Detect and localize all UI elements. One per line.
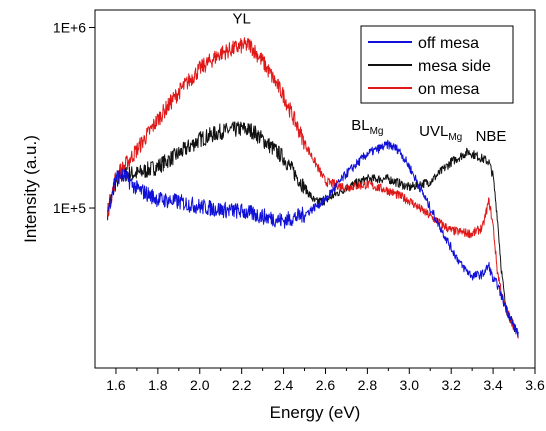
- y-tick-label: 1E+6: [53, 19, 86, 35]
- x-tick-label: 3.2: [441, 377, 461, 393]
- series-line-mesa-side: [107, 121, 519, 334]
- annotation-bl: BLMg: [351, 117, 383, 137]
- series-line-on-mesa: [107, 37, 519, 339]
- series-group: [107, 37, 519, 339]
- legend-label: on mesa: [418, 81, 479, 98]
- annotation-uvl: UVLMg: [419, 123, 462, 143]
- annotation-text: BL: [351, 117, 369, 134]
- x-axis-label: Energy (eV): [270, 403, 361, 422]
- y-tick-label: 1E+5: [53, 200, 86, 216]
- x-tick-label: 3.6: [525, 377, 545, 393]
- x-tick-label: 3.0: [400, 377, 420, 393]
- series-line-off-mesa: [107, 139, 519, 338]
- annotation-text: YL: [232, 11, 250, 28]
- x-axis: 1.6 1.8 2.0 2.2 2.4 2.6 2.8 3.0 3.2 3.4 3.6: [106, 368, 545, 393]
- annotation-nbe: NBE: [476, 128, 507, 145]
- x-tick-label: 1.8: [148, 377, 168, 393]
- x-tick-label: 2.4: [274, 377, 294, 393]
- legend-items: off mesa mesa side on mesa: [368, 35, 491, 98]
- legend-label: off mesa: [418, 35, 479, 52]
- x-tick-label: 2.0: [190, 377, 210, 393]
- annotation-text: UVL: [419, 123, 448, 140]
- annotation-yl: YL: [232, 11, 250, 28]
- annotation-text: NBE: [476, 128, 507, 145]
- legend: off mesa mesa side on mesa: [360, 25, 514, 104]
- x-tick-label: 3.4: [483, 377, 503, 393]
- x-tick-label: 2.8: [358, 377, 378, 393]
- y-axis: 1E+5 1E+6: [53, 19, 95, 216]
- y-axis-label: Intensity (a.u.): [21, 135, 40, 243]
- annotation-subscript: Mg: [448, 132, 462, 143]
- x-tick-label: 2.2: [232, 377, 252, 393]
- x-tick-label: 2.6: [316, 377, 336, 393]
- annotation-subscript: Mg: [370, 126, 384, 137]
- legend-label: mesa side: [418, 58, 491, 75]
- x-tick-label: 1.6: [106, 377, 126, 393]
